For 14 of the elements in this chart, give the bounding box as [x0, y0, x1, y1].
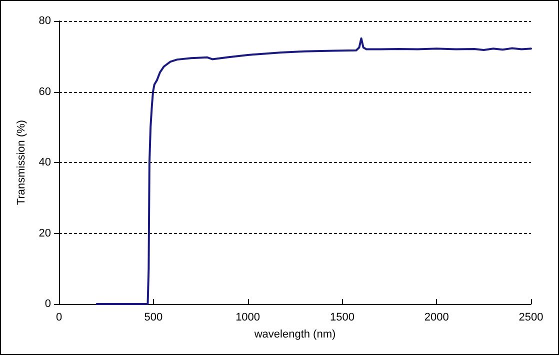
y-tick-label: 80 [38, 15, 51, 27]
line-series [96, 37, 532, 305]
x-tick-label: 500 [144, 312, 163, 324]
y-tick-label: 40 [38, 156, 51, 168]
y-tick-label: 0 [44, 298, 51, 310]
x-axis-title: wavelength (nm) [253, 328, 336, 340]
x-tick-label: 0 [56, 312, 62, 324]
y-tick-label: 60 [38, 86, 51, 98]
x-tick-label: 1500 [330, 312, 354, 324]
y-axis-title: Transmission (%) [16, 120, 28, 206]
x-tick-label: 2000 [424, 312, 449, 324]
x-tick-label: 2500 [518, 312, 544, 324]
y-tick-label: 20 [38, 227, 51, 240]
x-tick-label: 1000 [236, 312, 260, 324]
